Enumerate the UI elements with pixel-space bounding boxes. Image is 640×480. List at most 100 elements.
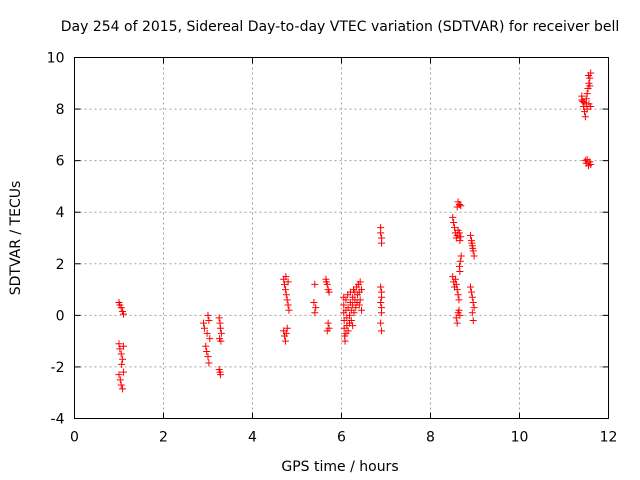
data-point	[581, 113, 589, 121]
data-point	[583, 90, 591, 98]
data-point	[457, 252, 465, 260]
data-point	[378, 293, 386, 301]
grid-layer	[74, 57, 609, 419]
y-tick-label: 8	[56, 102, 65, 118]
data-point	[311, 309, 319, 317]
data-point	[325, 288, 333, 296]
data-point	[453, 286, 461, 294]
data-point	[346, 311, 354, 319]
data-point	[586, 82, 594, 90]
data-point	[216, 371, 224, 379]
data-point	[119, 368, 127, 376]
data-point	[341, 337, 349, 345]
data-point	[584, 72, 592, 80]
data-point	[116, 345, 124, 353]
data-point	[456, 311, 464, 319]
data-point	[281, 337, 289, 345]
y-tick-label: 10	[47, 51, 65, 67]
data-point	[117, 381, 125, 389]
data-point	[452, 314, 460, 322]
y-tick-label: 0	[56, 308, 65, 324]
data-point	[203, 347, 211, 355]
data-point	[202, 342, 210, 350]
data-point	[378, 239, 386, 247]
data-point	[468, 239, 476, 247]
data-point	[116, 376, 124, 384]
data-point	[583, 155, 591, 163]
data-point	[378, 309, 386, 317]
y-tick-label: 6	[56, 154, 65, 170]
data-point	[467, 288, 475, 296]
data-point	[377, 319, 385, 327]
data-point	[468, 293, 476, 301]
data-point	[216, 324, 224, 332]
data-point	[204, 311, 212, 319]
data-point	[283, 296, 291, 304]
data-point	[377, 229, 385, 237]
data-point	[470, 304, 478, 312]
data-point	[455, 229, 463, 237]
data-point	[451, 224, 459, 232]
data-point	[352, 304, 360, 312]
data-point	[587, 102, 595, 110]
data-point	[579, 97, 587, 105]
x-tick-label: 8	[426, 430, 435, 446]
data-point	[457, 202, 465, 210]
data-point	[467, 231, 475, 239]
data-point	[455, 296, 463, 304]
data-points	[115, 69, 595, 393]
data-point	[469, 244, 477, 252]
data-point	[457, 233, 465, 241]
x-tick-label: 10	[511, 430, 529, 446]
data-point	[467, 283, 475, 291]
data-point	[203, 329, 211, 337]
data-point	[282, 329, 290, 337]
data-point	[284, 301, 292, 309]
data-point	[217, 329, 225, 337]
data-point	[456, 268, 464, 276]
data-point	[347, 317, 355, 325]
data-point	[452, 280, 460, 288]
data-point	[449, 213, 457, 221]
data-point	[355, 301, 363, 309]
data-point	[451, 275, 459, 283]
data-point	[356, 278, 364, 286]
data-point	[583, 105, 591, 113]
y-tick-label: -4	[51, 412, 65, 428]
data-point	[356, 296, 364, 304]
data-point	[377, 298, 385, 306]
y-tick-label: 2	[56, 257, 65, 273]
data-point	[578, 96, 586, 104]
data-point	[468, 309, 476, 317]
data-point	[350, 309, 358, 317]
data-point	[115, 371, 123, 379]
plot-frame	[74, 57, 609, 419]
data-point	[115, 340, 123, 348]
data-point	[455, 200, 463, 208]
data-point	[281, 286, 289, 294]
data-point	[323, 327, 331, 335]
data-point	[310, 298, 318, 306]
data-point	[119, 310, 127, 318]
data-point	[587, 161, 595, 169]
data-point	[340, 301, 348, 309]
chart-title: Day 254 of 2015, Sidereal Day-to-day VTE…	[61, 19, 620, 35]
tick-layer: 0 2 4 6 8 10 12 -4 -2 0 2 4 6 8 10	[47, 51, 618, 446]
data-point	[205, 359, 213, 367]
data-point	[469, 317, 477, 325]
data-point	[119, 342, 127, 350]
data-point	[282, 273, 290, 281]
data-point	[200, 319, 208, 327]
data-point	[118, 360, 126, 368]
data-point	[205, 317, 213, 325]
y-axis-label: SDTVAR / TECUs	[8, 181, 24, 296]
data-point	[454, 291, 462, 299]
data-point	[311, 280, 319, 288]
data-point	[285, 306, 293, 314]
x-tick-label: 12	[600, 430, 618, 446]
x-tick-label: 4	[248, 430, 257, 446]
x-tick-label: 6	[337, 430, 346, 446]
data-point	[450, 219, 458, 227]
x-tick-label: 0	[70, 430, 79, 446]
